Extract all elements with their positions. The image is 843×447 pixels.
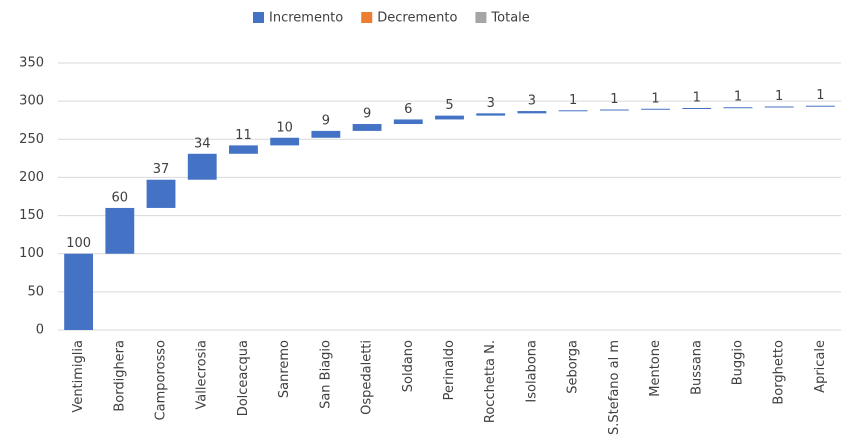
data-label: 1 [610,92,618,107]
bar [641,108,670,110]
bar [723,107,753,109]
x-tick-label: Vallecrosia [195,340,210,410]
x-tick-label: Bussana [689,340,704,395]
y-tick-label: 100 [19,246,44,261]
data-label: 34 [194,136,211,151]
x-tick-label: Dolceacqua [236,340,251,416]
data-label: 1 [816,88,824,103]
legend-swatch [253,12,264,23]
x-tick-label: San Biagio [318,340,333,409]
x-tick-label: Sanremo [277,340,292,398]
data-label: 5 [445,98,453,113]
data-label: 100 [66,236,91,251]
y-tick-label: 50 [27,284,44,299]
data-label: 6 [404,102,412,117]
y-tick-label: 250 [19,132,44,147]
legend-label: Incremento [269,11,343,26]
data-label: 1 [734,90,742,105]
data-label: 9 [322,113,330,128]
x-tick-label: S.Stefano al m [607,340,622,435]
bar [270,137,300,146]
y-tick-label: 300 [19,94,44,109]
bar [517,111,547,114]
legend-swatch [475,12,487,23]
x-tick-label: Borghetto [772,340,787,405]
bar [146,179,176,208]
x-tick-label: Camporosso [154,340,169,420]
bar [105,207,135,254]
legend-label: Decremento [377,11,457,26]
y-tick-label: 0 [36,323,44,338]
x-tick-label: Apricale [813,340,828,393]
x-tick-label: Perinaldo [442,340,457,400]
data-label: 1 [569,93,577,108]
data-label: 10 [276,120,293,135]
legend-label: Totale [490,11,529,26]
y-tick-label: 150 [19,208,44,223]
bar [764,106,794,108]
data-label: 3 [528,94,536,109]
x-tick-label: Ventimiglia [71,340,86,413]
bar [311,130,341,138]
data-label: 1 [775,89,783,104]
y-tick-label: 200 [19,170,44,185]
x-tick-label: Isolabona [524,340,539,403]
data-label: 3 [487,96,495,111]
x-tick-label: Soldano [401,340,416,392]
x-tick-label: Rocchetta N. [483,340,498,423]
data-label: 11 [235,128,252,143]
x-tick-label: Ospedaletti [360,340,375,415]
x-tick-label: Mentone [648,340,663,397]
x-tick-label: Seborga [566,340,581,394]
bar [558,110,588,112]
bar [435,115,464,120]
bar [187,153,217,180]
data-label: 1 [693,91,701,106]
bar [64,253,94,330]
bar [229,145,258,154]
bar [805,105,835,107]
bar [352,124,382,131]
bar [682,108,712,110]
data-label: 1 [651,91,659,106]
x-tick-label: Buggio [730,340,745,385]
bar [393,119,423,125]
bar [599,109,629,111]
data-label: 60 [112,190,129,205]
data-label: 37 [153,162,170,177]
data-label: 9 [363,107,371,122]
y-tick-label: 350 [19,56,44,71]
legend-swatch [361,12,373,23]
bar [476,113,506,116]
x-tick-label: Bordighera [112,340,127,412]
